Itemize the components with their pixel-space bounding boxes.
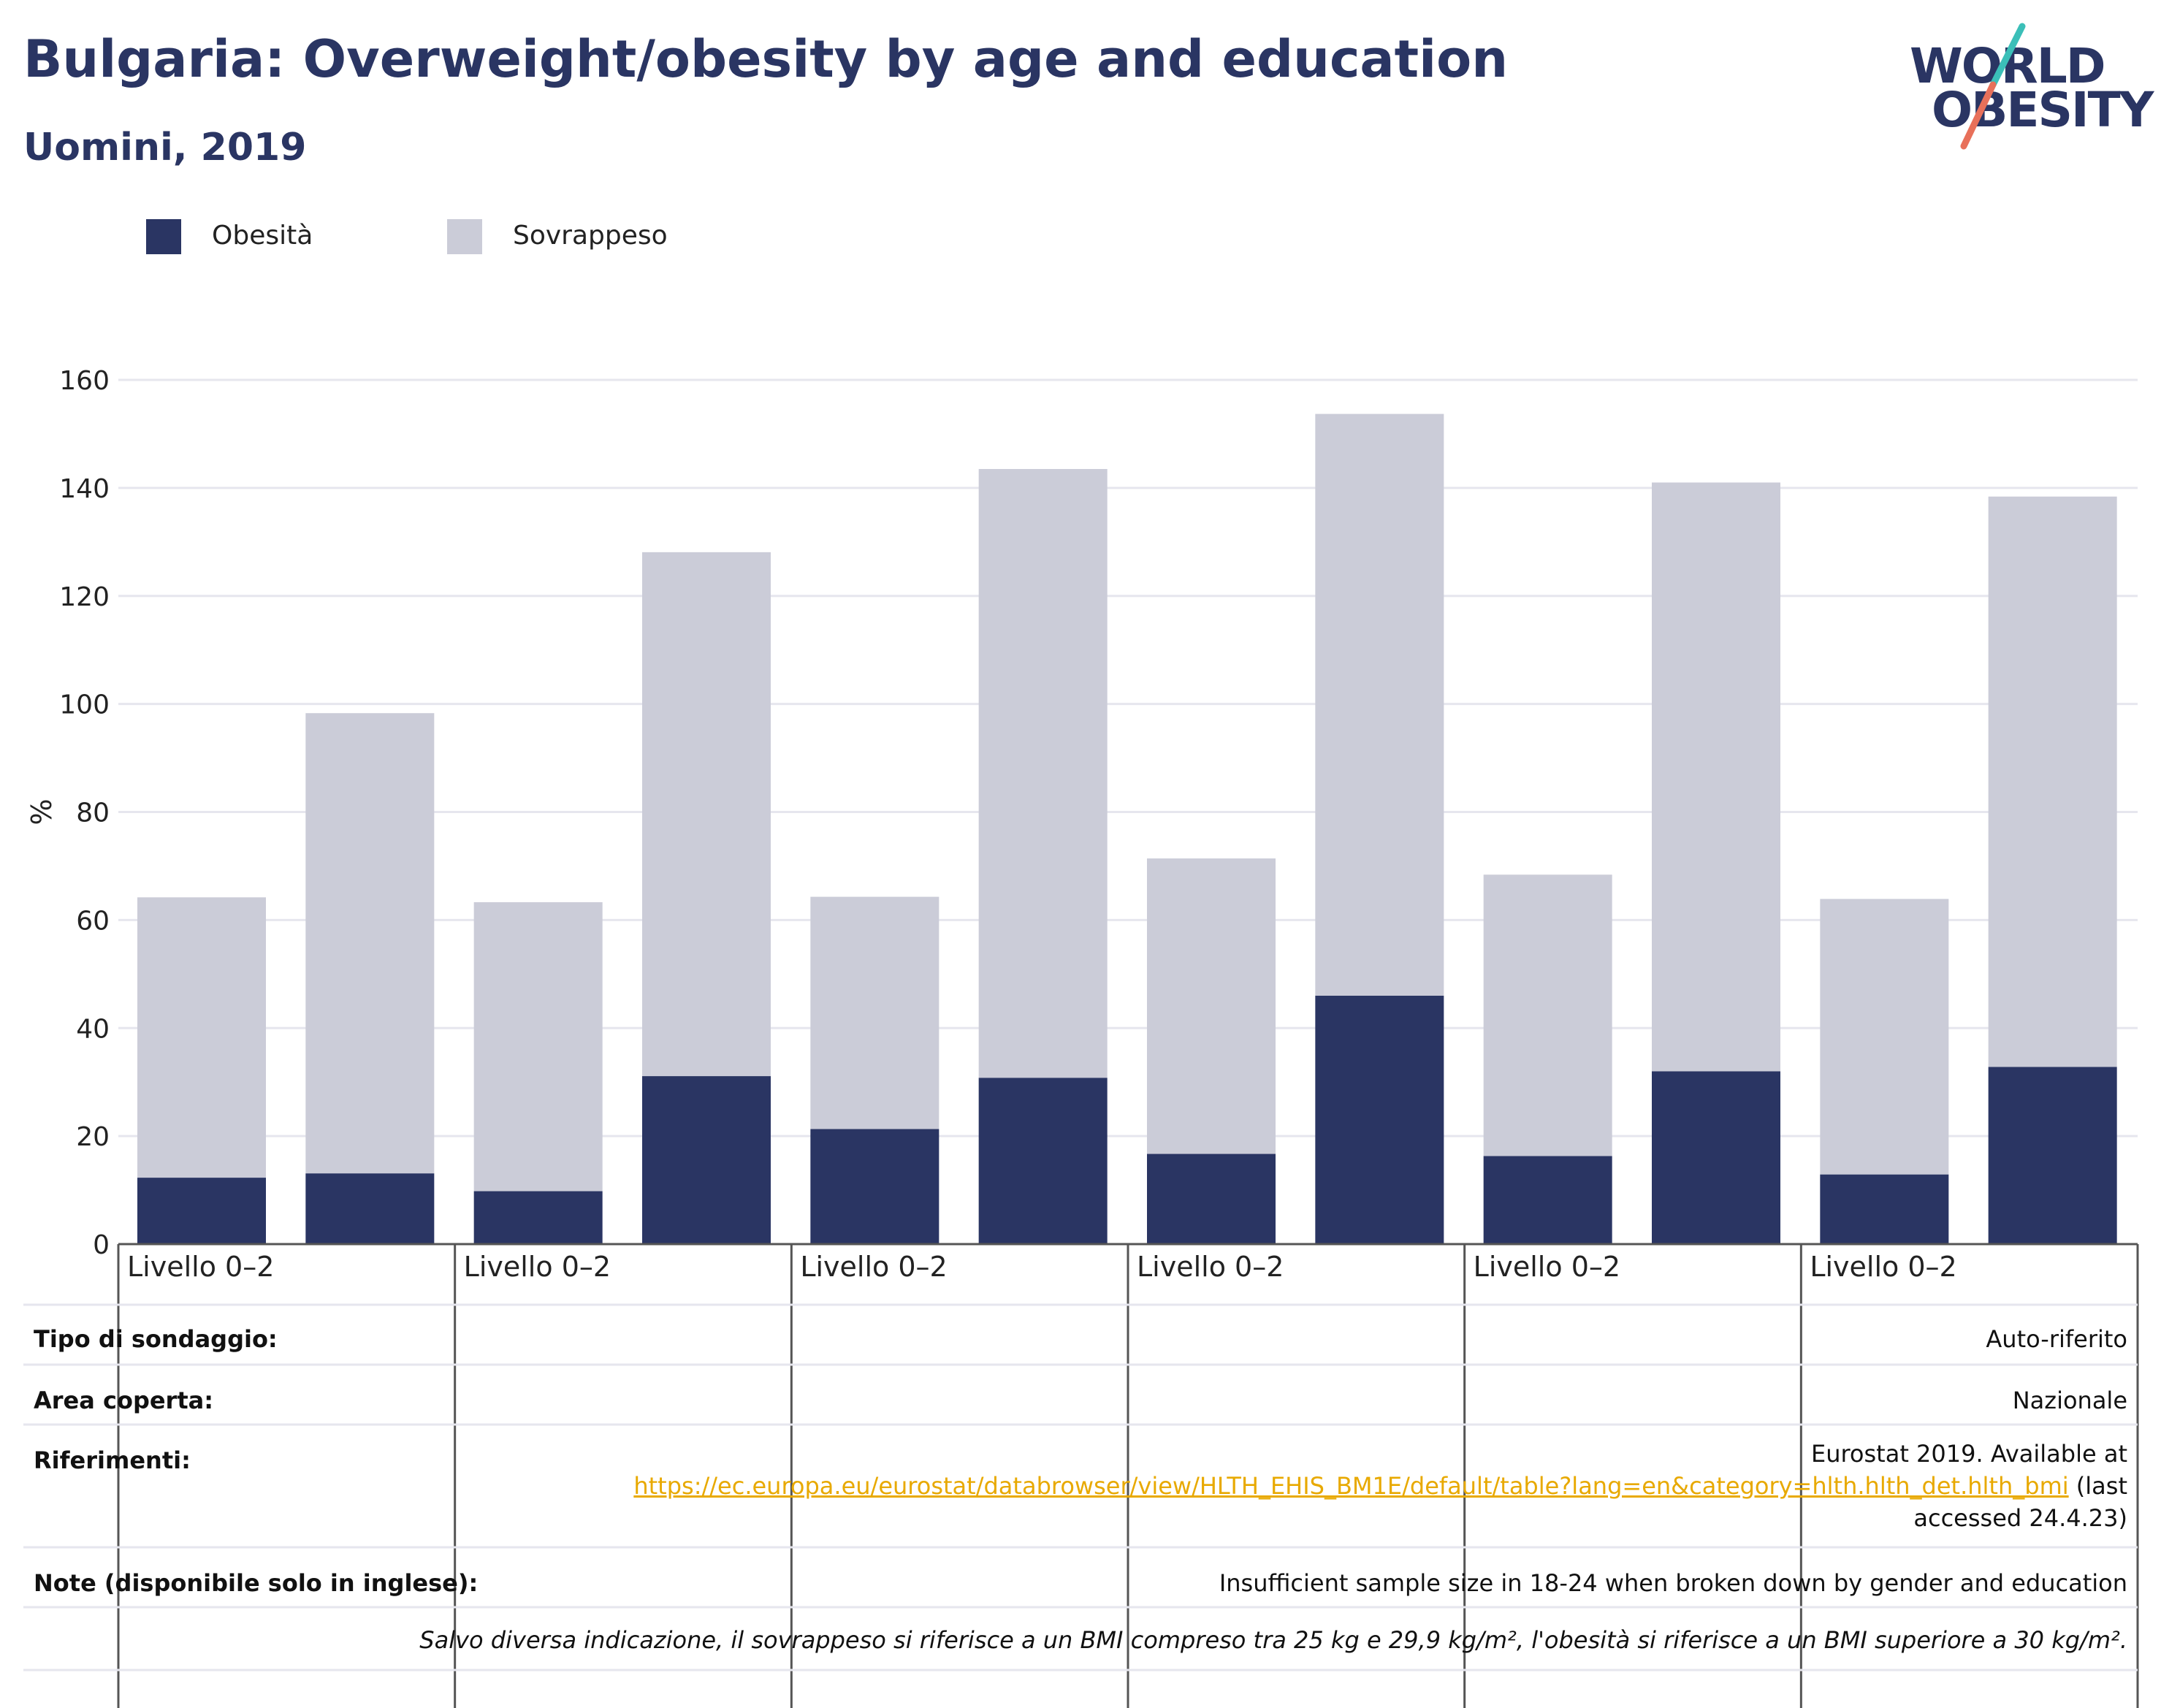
y-tick-label: 100 (59, 690, 110, 720)
bar-obesity-0 (137, 1178, 266, 1244)
chart-title: Bulgaria: Overweight/obesity by age and … (23, 29, 1509, 89)
group-label: Livello 0–2 (1137, 1251, 1284, 1283)
bar-obesity-11 (1988, 1067, 2117, 1244)
world-obesity-logo: WORLD OBESITY (1899, 22, 2154, 161)
bar-overweight-11 (1988, 496, 2117, 1067)
bar-obesity-10 (1820, 1174, 1949, 1244)
bar-overweight-2 (473, 901, 603, 1192)
legend-label-obesity: Obesità (212, 221, 313, 251)
y-tick-label: 0 (93, 1230, 110, 1260)
group-label: Livello 0–2 (464, 1251, 611, 1283)
bar-obesity-4 (810, 1129, 940, 1244)
bar-obesity-1 (305, 1173, 435, 1244)
bar-obesity-2 (473, 1191, 603, 1244)
bar-overweight-9 (1652, 482, 1780, 1072)
y-tick-label: 120 (59, 582, 110, 612)
legend-label-overweight: Sovrappeso (513, 221, 668, 251)
legend-swatch-obesity (146, 219, 181, 254)
bar-obesity-7 (1315, 995, 1444, 1244)
bar-overweight-3 (642, 552, 771, 1077)
chart-subtitle: Uomini, 2019 (23, 126, 307, 169)
logo-line-1: WORLD (1910, 38, 2106, 94)
y-axis-label: % (26, 798, 58, 825)
y-tick-label: 80 (76, 798, 110, 828)
bar-overweight-5 (978, 468, 1108, 1078)
group-label: Livello 0–2 (127, 1251, 274, 1283)
y-tick-label: 60 (76, 906, 110, 936)
bar-overweight-8 (1483, 874, 1612, 1156)
legend-swatch-overweight (447, 219, 482, 254)
y-tick-label: 160 (59, 366, 110, 396)
logo-slash-icon (1960, 23, 2026, 150)
bar-obesity-8 (1483, 1156, 1612, 1244)
y-tick-label: 140 (59, 474, 110, 504)
bar-overweight-0 (137, 897, 266, 1178)
bar-obesity-6 (1147, 1154, 1276, 1244)
group-label: Livello 0–2 (1810, 1251, 1956, 1283)
bar-obesity-9 (1652, 1071, 1780, 1244)
bar-overweight-6 (1147, 858, 1276, 1154)
bar-overweight-7 (1315, 413, 1444, 996)
bar-overweight-1 (305, 713, 435, 1174)
y-tick-label: 40 (76, 1014, 110, 1044)
group-label: Livello 0–2 (1474, 1251, 1620, 1283)
bar-obesity-3 (642, 1076, 771, 1244)
bar-overweight-10 (1820, 899, 1949, 1175)
y-tick-label: 20 (76, 1122, 110, 1152)
bar-overweight-4 (810, 896, 940, 1129)
group-label: Livello 0–2 (800, 1251, 947, 1283)
bar-obesity-5 (978, 1078, 1108, 1244)
